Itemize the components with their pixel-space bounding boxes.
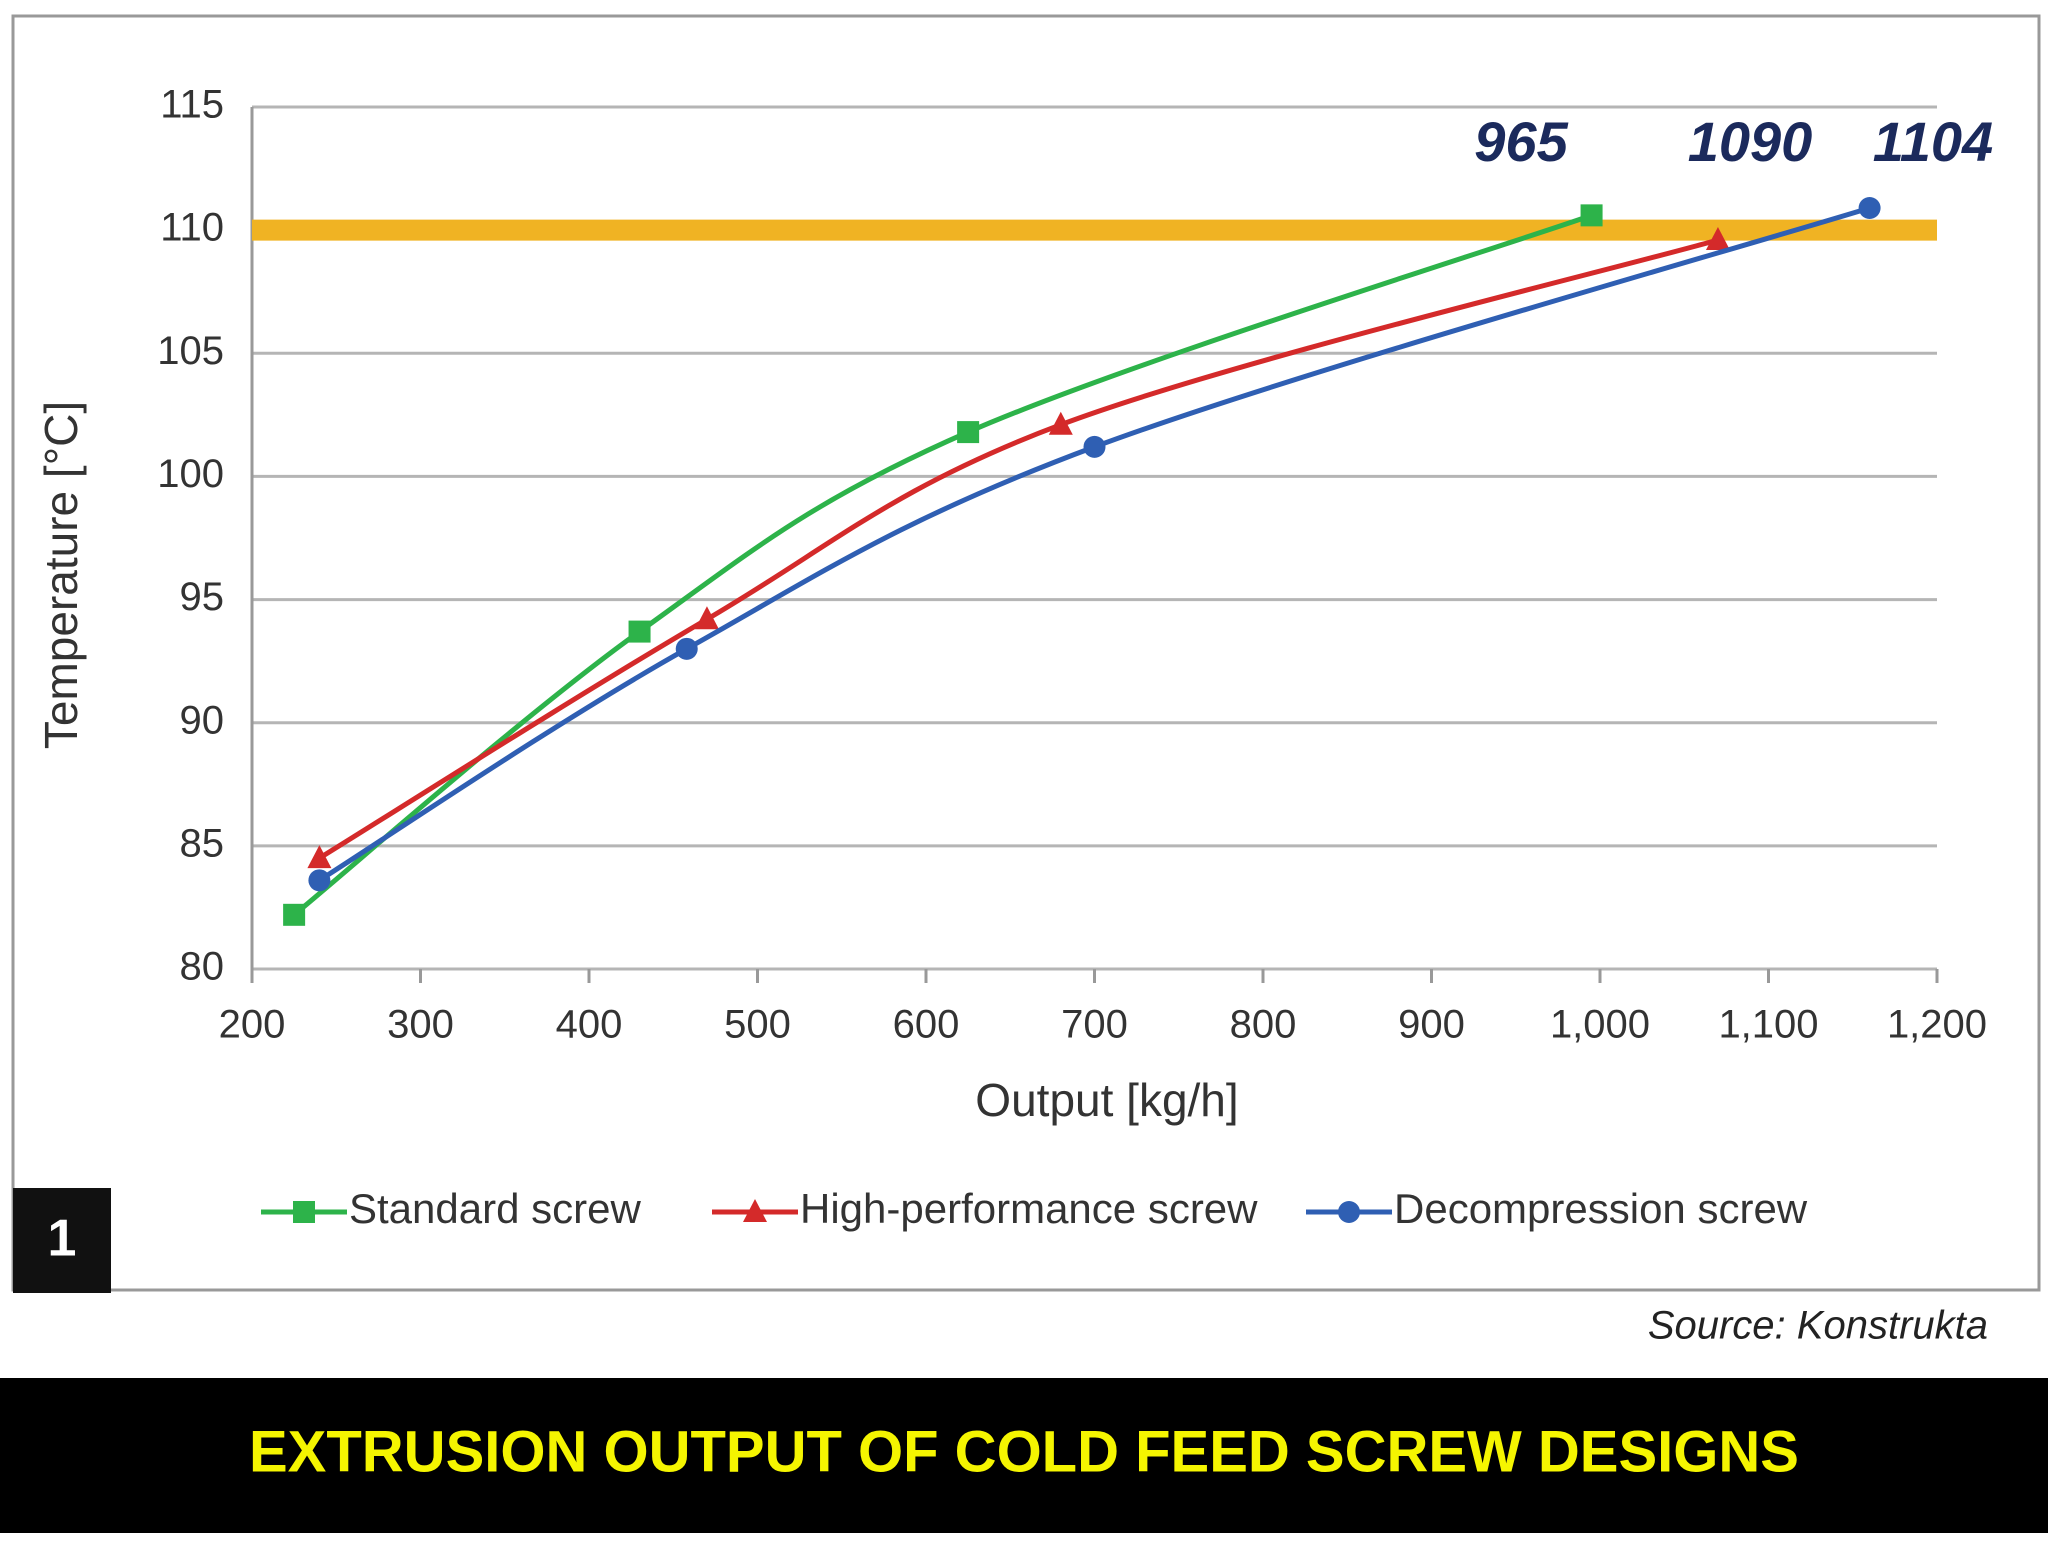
y-tick-label: 110 [160, 206, 224, 250]
legend-marker [743, 1199, 767, 1222]
marker [1083, 435, 1106, 458]
legend-label: Standard screw [349, 1185, 641, 1232]
source: Source: Konstrukta [1648, 1304, 1988, 1348]
figure-number: 1 [48, 1210, 77, 1268]
x-tick-label: 700 [1061, 1003, 1128, 1047]
marker [1858, 196, 1881, 219]
x-tick-label: 1,200 [1887, 1003, 1987, 1047]
marker [675, 637, 698, 660]
y-tick-label: 105 [157, 329, 224, 373]
series-line [318, 237, 1719, 861]
y-tick-label: 85 [180, 821, 225, 865]
marker [628, 620, 651, 643]
x-tick-label: 300 [387, 1003, 454, 1047]
figure-badge [13, 1188, 111, 1293]
x-tick-label: 900 [1398, 1003, 1465, 1047]
marker [694, 606, 719, 630]
x-tick-label: 1,000 [1550, 1003, 1650, 1047]
series-line [292, 213, 1593, 917]
x-axis-title: Output [kg/h] [975, 1074, 1238, 1126]
y-tick-label: 100 [157, 452, 224, 496]
x-tick-label: 1,100 [1718, 1003, 1818, 1047]
legend-marker [293, 1201, 315, 1223]
y-tick-label: 115 [160, 83, 224, 127]
series-line [318, 205, 1871, 883]
annotation: 965 [1474, 110, 1568, 173]
marker [1048, 411, 1073, 435]
x-tick-label: 400 [556, 1003, 623, 1047]
marker [1705, 226, 1730, 250]
y-tick-label: 80 [180, 945, 225, 989]
marker [957, 421, 980, 444]
legend-marker [1338, 1201, 1360, 1223]
marker [1580, 204, 1603, 227]
y-tick-label: 95 [180, 575, 225, 619]
chart-title: EXTRUSION OUTPUT OF COLD FEED SCREW DESI… [249, 1419, 1799, 1484]
x-tick-label: 600 [893, 1003, 960, 1047]
y-axis-title: Temperature [°C] [35, 401, 87, 749]
annotation: 1090 [1688, 110, 1813, 173]
marker [307, 845, 332, 869]
marker [283, 903, 306, 926]
legend-label: Decompression screw [1394, 1185, 1808, 1232]
legend-label: High-performance screw [800, 1185, 1258, 1232]
annotation: 1104 [1873, 110, 1993, 173]
marker [308, 869, 331, 892]
x-tick-label: 200 [219, 1003, 286, 1047]
y-tick-label: 90 [180, 698, 225, 742]
x-tick-label: 800 [1230, 1003, 1297, 1047]
x-tick-label: 500 [724, 1003, 791, 1047]
title-banner [0, 1378, 2048, 1533]
